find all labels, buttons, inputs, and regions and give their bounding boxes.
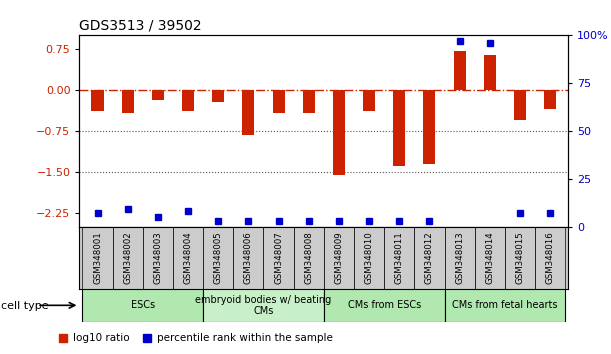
FancyBboxPatch shape (414, 227, 445, 289)
FancyBboxPatch shape (384, 227, 414, 289)
FancyBboxPatch shape (82, 289, 203, 322)
Text: GSM348003: GSM348003 (153, 232, 163, 284)
Text: GSM348009: GSM348009 (334, 232, 343, 284)
Text: ESCs: ESCs (131, 300, 155, 310)
Text: GSM348007: GSM348007 (274, 232, 283, 284)
FancyBboxPatch shape (203, 289, 324, 322)
Bar (92, 90, 104, 111)
Bar (484, 55, 496, 90)
Bar (243, 90, 254, 135)
Bar (453, 51, 466, 90)
Bar (423, 90, 436, 164)
Bar (302, 90, 315, 113)
FancyBboxPatch shape (354, 227, 384, 289)
Bar (514, 90, 526, 120)
FancyBboxPatch shape (233, 227, 263, 289)
Text: GSM348011: GSM348011 (395, 232, 404, 284)
Bar (333, 90, 345, 175)
FancyBboxPatch shape (324, 289, 445, 322)
Bar (393, 90, 405, 166)
FancyBboxPatch shape (263, 227, 294, 289)
FancyBboxPatch shape (505, 227, 535, 289)
Bar (182, 90, 194, 111)
Text: GSM348015: GSM348015 (516, 232, 524, 284)
FancyBboxPatch shape (535, 227, 565, 289)
Text: GSM348013: GSM348013 (455, 232, 464, 284)
Bar (122, 90, 134, 113)
FancyBboxPatch shape (324, 227, 354, 289)
Bar (363, 90, 375, 111)
FancyBboxPatch shape (203, 227, 233, 289)
Text: GSM348002: GSM348002 (123, 232, 132, 284)
FancyBboxPatch shape (173, 227, 203, 289)
Bar (544, 90, 556, 109)
FancyBboxPatch shape (475, 227, 505, 289)
Text: embryoid bodies w/ beating
CMs: embryoid bodies w/ beating CMs (196, 295, 332, 316)
Text: GDS3513 / 39502: GDS3513 / 39502 (79, 19, 202, 33)
FancyBboxPatch shape (82, 227, 112, 289)
Text: GSM348008: GSM348008 (304, 232, 313, 284)
Text: GSM348012: GSM348012 (425, 232, 434, 284)
FancyBboxPatch shape (112, 227, 143, 289)
FancyBboxPatch shape (445, 289, 565, 322)
Text: GSM348016: GSM348016 (546, 232, 555, 284)
Text: GSM348001: GSM348001 (93, 232, 102, 284)
Text: cell type: cell type (1, 301, 49, 311)
Text: GSM348010: GSM348010 (365, 232, 373, 284)
Bar (212, 90, 224, 102)
Text: GSM348005: GSM348005 (214, 232, 223, 284)
Text: GSM348014: GSM348014 (485, 232, 494, 284)
Text: CMs from fetal hearts: CMs from fetal hearts (452, 300, 558, 310)
Bar (152, 90, 164, 100)
Legend: log10 ratio, percentile rank within the sample: log10 ratio, percentile rank within the … (54, 329, 337, 348)
FancyBboxPatch shape (143, 227, 173, 289)
Text: GSM348004: GSM348004 (183, 232, 192, 284)
Text: GSM348006: GSM348006 (244, 232, 253, 284)
FancyBboxPatch shape (445, 227, 475, 289)
FancyBboxPatch shape (294, 227, 324, 289)
Text: CMs from ESCs: CMs from ESCs (348, 300, 421, 310)
Bar (273, 90, 285, 113)
